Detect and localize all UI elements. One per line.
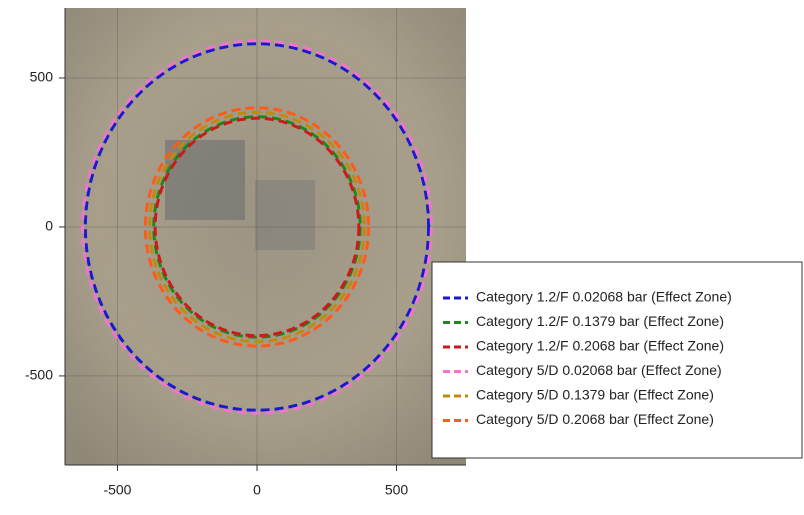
y-tick-label: 0: [45, 218, 53, 234]
legend-label: Category 1.2/F 0.1379 bar (Effect Zone): [476, 313, 724, 329]
legend-label: Category 1.2/F 0.02068 bar (Effect Zone): [476, 289, 732, 305]
legend-label: Category 5/D 0.02068 bar (Effect Zone): [476, 362, 722, 378]
x-tick-label: 0: [253, 482, 261, 498]
facility: [255, 180, 315, 250]
facility: [165, 140, 245, 220]
x-tick-label: -500: [103, 482, 131, 498]
legend-label: Category 5/D 0.2068 bar (Effect Zone): [476, 411, 714, 427]
y-tick-label: -500: [25, 367, 53, 383]
legend-label: Category 5/D 0.1379 bar (Effect Zone): [476, 387, 714, 403]
x-tick-label: 500: [385, 482, 409, 498]
y-tick-label: 500: [30, 69, 54, 85]
legend-label: Category 1.2/F 0.2068 bar (Effect Zone): [476, 338, 724, 354]
chart: -500 0 500 500 0 -500 Category 1.2/F 0.02068 b…: [0, 0, 804, 515]
